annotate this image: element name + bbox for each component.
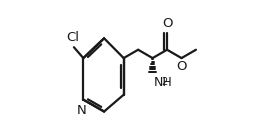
Text: Cl: Cl (66, 31, 79, 44)
Text: O: O (162, 17, 172, 30)
Text: N: N (77, 104, 87, 117)
Text: 2: 2 (161, 77, 167, 87)
Text: NH: NH (154, 76, 173, 89)
Text: O: O (177, 60, 187, 73)
